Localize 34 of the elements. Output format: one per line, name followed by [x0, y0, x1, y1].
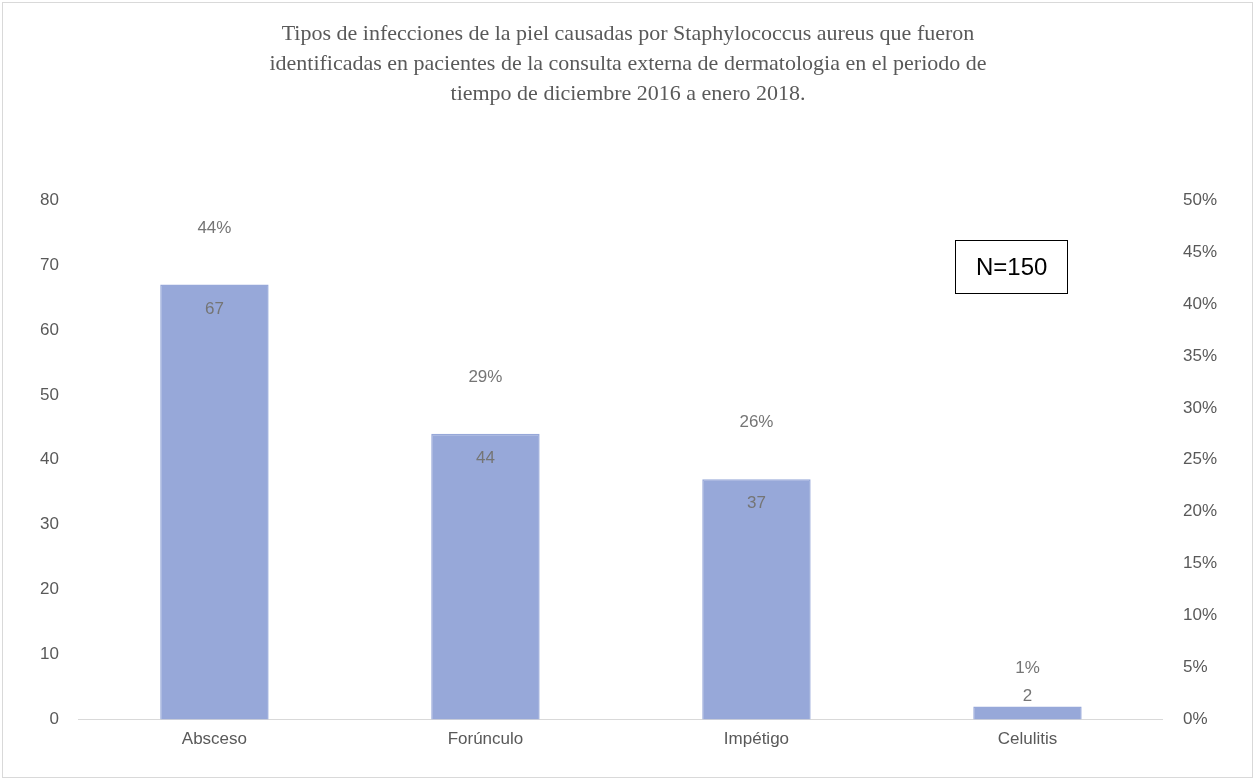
y-tick-label: 0	[49, 709, 59, 729]
data-label: 67	[204, 298, 224, 318]
x-tick-label: Absceso	[181, 729, 248, 749]
y2-tick-label: 0%	[1182, 709, 1208, 729]
y2-tick-label: 5%	[1182, 657, 1208, 677]
y2-tick-label: 35%	[1182, 345, 1218, 365]
x-tick-label: Forúnculo	[447, 729, 524, 749]
x-tick-label: Celulitis	[997, 729, 1058, 749]
y2-tick-label: 40%	[1182, 293, 1218, 313]
y-tick-label: 10	[39, 644, 59, 664]
y-tick-label: 30	[39, 514, 59, 534]
x-tick-label: Impétigo	[723, 729, 790, 749]
y2-tick-label: 10%	[1182, 605, 1218, 625]
y2-tick-label: 50%	[1182, 189, 1218, 209]
annotation: 29%	[468, 367, 503, 387]
y2-tick-label: 25%	[1182, 449, 1218, 469]
y-tick-label: 40	[39, 449, 59, 469]
data-label: 2	[1022, 685, 1033, 705]
y2-tick-label: 20%	[1182, 501, 1218, 521]
data-label: 44	[475, 448, 495, 468]
chart-title: Tipos de infecciones de la piel causadas por Staphylococcus aureus que fueron identificadas en pacientes de la consulta externa de dermatologia en el periodo de tiempo de diciembre 2016 a enero 2018.	[268, 19, 988, 107]
y2-tick-label: 15%	[1182, 553, 1218, 573]
y-tick-label: 80	[39, 189, 59, 209]
y2-tick-label: 30%	[1182, 397, 1218, 417]
y2-tick-label: 45%	[1182, 241, 1218, 261]
y-tick-label: 60	[39, 319, 59, 339]
annotation: N=150	[955, 240, 1069, 294]
y-tick-label: 20	[39, 579, 59, 599]
annotation: 1%	[1015, 657, 1040, 677]
data-label: 37	[746, 493, 766, 513]
y-tick-label: 50	[39, 384, 59, 404]
annotation: 26%	[739, 412, 774, 432]
annotation: 44%	[197, 217, 232, 237]
y-tick-label: 70	[39, 254, 59, 274]
